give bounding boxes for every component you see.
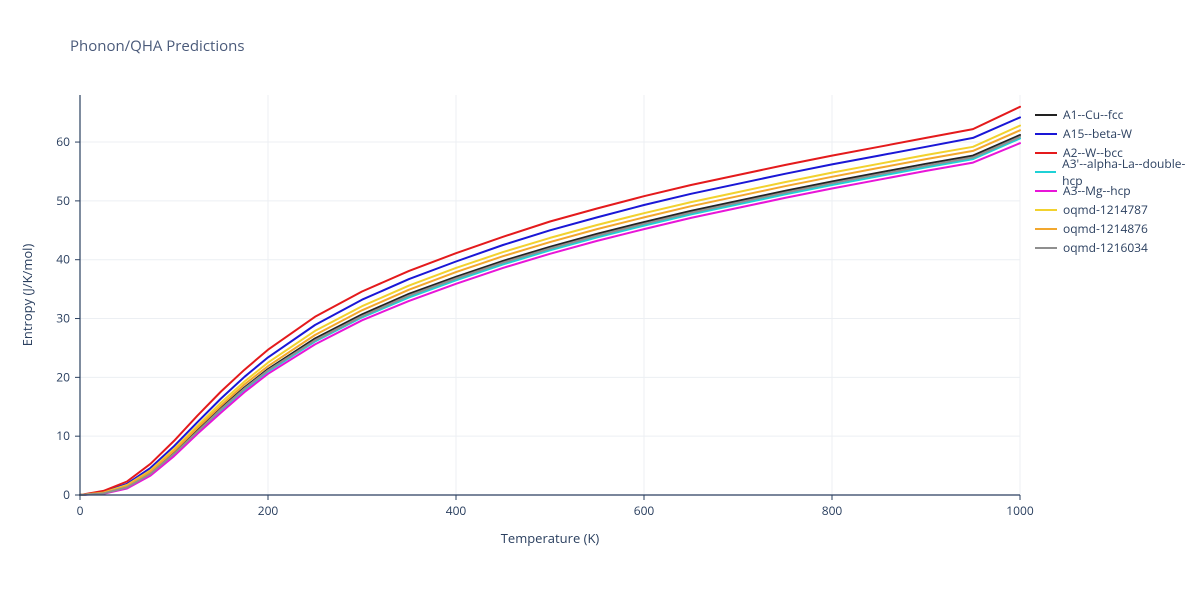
y-axis-label: Entropy (J/K/mol) <box>18 244 36 347</box>
series-line <box>80 126 1020 495</box>
y-tick-label: 20 <box>56 368 70 385</box>
legend-swatch <box>1035 114 1057 116</box>
series-line <box>80 143 1020 495</box>
series-line <box>80 135 1020 495</box>
legend-item[interactable]: A1--Cu--fcc <box>1035 105 1200 124</box>
legend-label: A3--Mg--hcp <box>1063 182 1131 199</box>
chart-canvas: 0 200 400 600 800 1000 0 10 20 30 40 50 60 Temperatur… <box>0 0 1200 600</box>
legend-label: oqmd-1214876 <box>1063 220 1148 237</box>
legend-item[interactable]: oqmd-1216034 <box>1035 238 1200 257</box>
series-line <box>80 137 1020 495</box>
legend-label: oqmd-1216034 <box>1063 239 1148 256</box>
y-tick-label: 40 <box>56 251 70 268</box>
y-tick-label: 30 <box>56 310 70 327</box>
x-tick-label: 0 <box>77 502 84 519</box>
legend: A1--Cu--fccA15--beta-WA2--W--bccA3'--alp… <box>1035 105 1200 257</box>
x-tick-label: 1000 <box>1006 502 1034 519</box>
series-line <box>80 139 1020 496</box>
legend-label: A1--Cu--fcc <box>1063 106 1123 123</box>
legend-swatch <box>1035 190 1057 192</box>
x-tick-label: 600 <box>634 502 655 519</box>
y-tick-label: 0 <box>63 486 70 503</box>
legend-item[interactable]: oqmd-1214876 <box>1035 219 1200 238</box>
x-tick-label: 400 <box>446 502 467 519</box>
series-line <box>80 107 1020 495</box>
legend-swatch <box>1035 209 1057 211</box>
legend-swatch <box>1035 152 1057 154</box>
legend-item[interactable]: A15--beta-W <box>1035 124 1200 143</box>
legend-label: oqmd-1214787 <box>1063 201 1148 218</box>
x-tick-label: 200 <box>258 502 279 519</box>
legend-label: A15--beta-W <box>1063 125 1132 142</box>
legend-swatch <box>1035 133 1057 135</box>
y-tick-label: 60 <box>56 133 70 150</box>
x-axis-label: Temperature (K) <box>501 529 600 547</box>
legend-item[interactable]: A3'--alpha-La--double-hcp <box>1035 162 1200 181</box>
series-line <box>80 130 1020 495</box>
legend-swatch <box>1035 171 1056 173</box>
legend-swatch <box>1035 247 1057 249</box>
legend-item[interactable]: oqmd-1214787 <box>1035 200 1200 219</box>
y-tick-label: 10 <box>56 427 70 444</box>
legend-swatch <box>1035 228 1057 230</box>
y-tick-label: 50 <box>56 192 70 209</box>
x-tick-label: 800 <box>822 502 843 519</box>
